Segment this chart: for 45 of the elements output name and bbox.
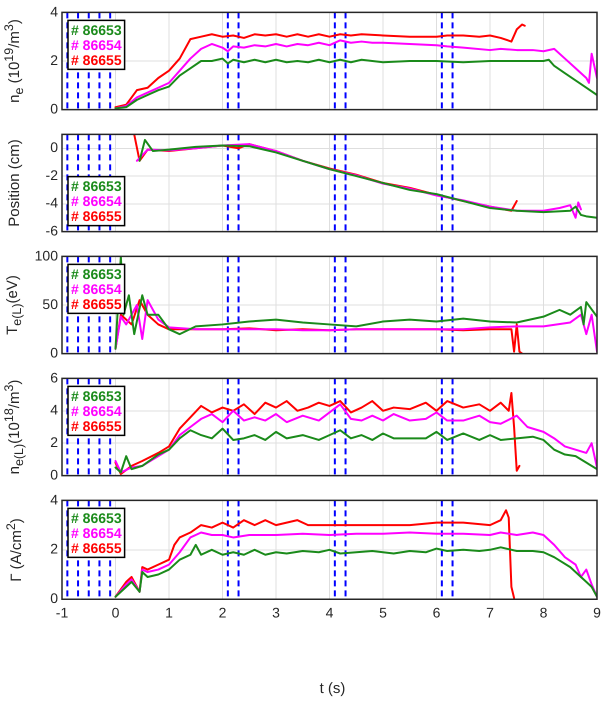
y-tick-label: 2 — [50, 540, 58, 557]
series-label: # 86653 — [71, 178, 122, 194]
y-tick-label: 0 — [50, 590, 58, 606]
text: # 86653 — [71, 388, 122, 404]
x-tick-label: 5 — [379, 604, 388, 620]
y-axis-title: Position (cm) — [6, 139, 24, 227]
y-tick-label: -4 — [46, 194, 58, 211]
x-tick-label: 7 — [486, 604, 494, 620]
y-tick-label: -6 — [46, 222, 58, 238]
text: # 86653 — [71, 510, 122, 526]
y-tick-label: 6 — [50, 369, 58, 386]
x-tick-label: 1 — [165, 604, 174, 620]
text: # 86654 — [71, 402, 122, 419]
y-tick-label: 0 — [50, 139, 58, 156]
y-tick-label: 2 — [50, 434, 58, 450]
text: # 86654 — [71, 36, 122, 53]
y-tick-label: 2 — [50, 52, 58, 68]
y-tick-label: 4 — [50, 3, 58, 20]
series-label: # 86655 — [71, 540, 122, 556]
y-tick-label: 50 — [42, 296, 58, 312]
y-tick-label: 0 — [50, 100, 58, 116]
y-tick-label: 100 — [34, 247, 58, 264]
series-label: # 86655 — [71, 52, 122, 68]
y-tick-label: 4 — [50, 402, 58, 418]
x-tick-label: 3 — [272, 604, 280, 620]
series-label: # 86655 — [71, 296, 122, 312]
y-tick-label: 0 — [50, 344, 58, 360]
y-tick-label: 0 — [50, 466, 58, 482]
x-tick-label: 9 — [593, 604, 602, 620]
text: # 86654 — [71, 192, 122, 209]
y-tick-label: -2 — [46, 166, 58, 183]
text: # 86655 — [71, 208, 122, 224]
x-tick-label: 6 — [432, 604, 441, 620]
x-axis-title: t (s) — [318, 680, 346, 697]
text: # 86654 — [71, 524, 122, 541]
text: # 86653 — [71, 22, 122, 38]
x-tick-label: 4 — [326, 604, 334, 620]
x-tick-label: 2 — [218, 604, 227, 620]
x-tick-label: 0 — [112, 604, 120, 620]
y-tick-label: 4 — [50, 491, 58, 508]
series-label: # 86654 — [71, 280, 122, 297]
series-label: # 86653 — [71, 266, 122, 282]
text: # 86655 — [71, 418, 122, 434]
x-tick-label: -1 — [56, 604, 68, 620]
x-tick-label: 8 — [540, 604, 548, 620]
